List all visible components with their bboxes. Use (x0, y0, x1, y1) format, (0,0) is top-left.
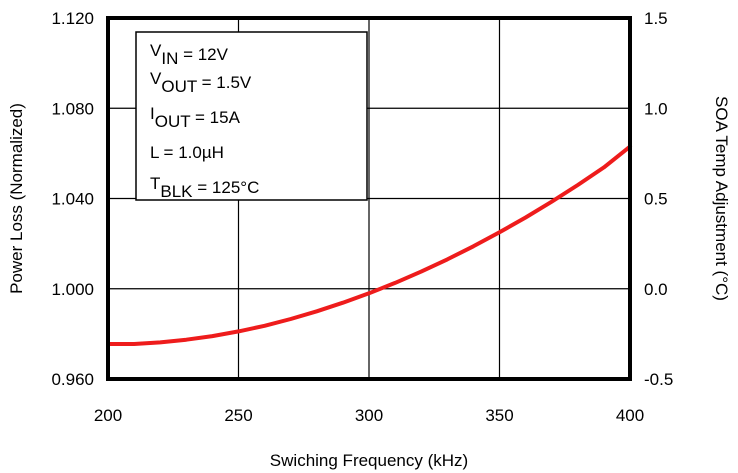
condition-symbol: V (150, 69, 162, 88)
series-layer (106, 144, 632, 346)
condition-line: L = 1.0µH (150, 143, 224, 162)
condition-subscript: IN (161, 49, 178, 68)
y2-tick-label: -0.5 (644, 370, 673, 389)
condition-value: = 1.5V (197, 73, 252, 92)
y2-tick-label: 0.5 (644, 190, 668, 209)
condition-line: IOUT = 15A (150, 104, 241, 131)
y2-tick-label: 1.0 (644, 99, 668, 118)
y2-tick-labels: -0.5 0.0 0.5 1.0 1.5 (644, 9, 673, 389)
condition-subscript: OUT (161, 77, 197, 96)
condition-line: VOUT = 1.5V (150, 69, 252, 96)
condition-symbol: V (150, 41, 162, 60)
condition-line: VIN = 12V (150, 41, 229, 68)
condition-value: = 125°C (193, 178, 260, 197)
y-tick-label: 1.000 (51, 280, 94, 299)
x-tick-label: 250 (224, 406, 252, 425)
condition-subscript: BLK (160, 182, 193, 201)
condition-symbol: I (150, 104, 155, 123)
x-tick-label: 350 (485, 406, 513, 425)
x-tick-labels: 200 250 300 350 400 (94, 406, 644, 425)
y-tick-labels: 0.960 1.000 1.040 1.080 1.120 (51, 9, 94, 389)
series-line-0 (106, 144, 632, 346)
y-tick-label: 0.960 (51, 370, 94, 389)
y-tick-label: 1.040 (51, 190, 94, 209)
y-tick-label: 1.080 (51, 99, 94, 118)
y2-axis-label: SOA Temp Adjustment (°C) (712, 96, 731, 301)
condition-symbol: L = 1.0µH (150, 143, 224, 162)
y2-tick-label: 0.0 (644, 280, 668, 299)
x-tick-label: 400 (616, 406, 644, 425)
x-tick-label: 200 (94, 406, 122, 425)
plot-frame (106, 16, 632, 381)
y2-tick-label: 1.5 (644, 9, 668, 28)
x-axis-label: Swiching Frequency (kHz) (270, 451, 468, 470)
y-axis-label: Power Loss (Normalized) (7, 103, 26, 294)
condition-value: = 15A (190, 108, 240, 127)
x-tick-label: 300 (355, 406, 383, 425)
conditions-box-border (135, 31, 368, 201)
condition-symbol: T (150, 174, 160, 193)
y-tick-label: 1.120 (51, 9, 94, 28)
condition-value: = 12V (178, 45, 228, 64)
condition-line: TBLK = 125°C (150, 174, 259, 201)
condition-subscript: OUT (155, 112, 191, 131)
